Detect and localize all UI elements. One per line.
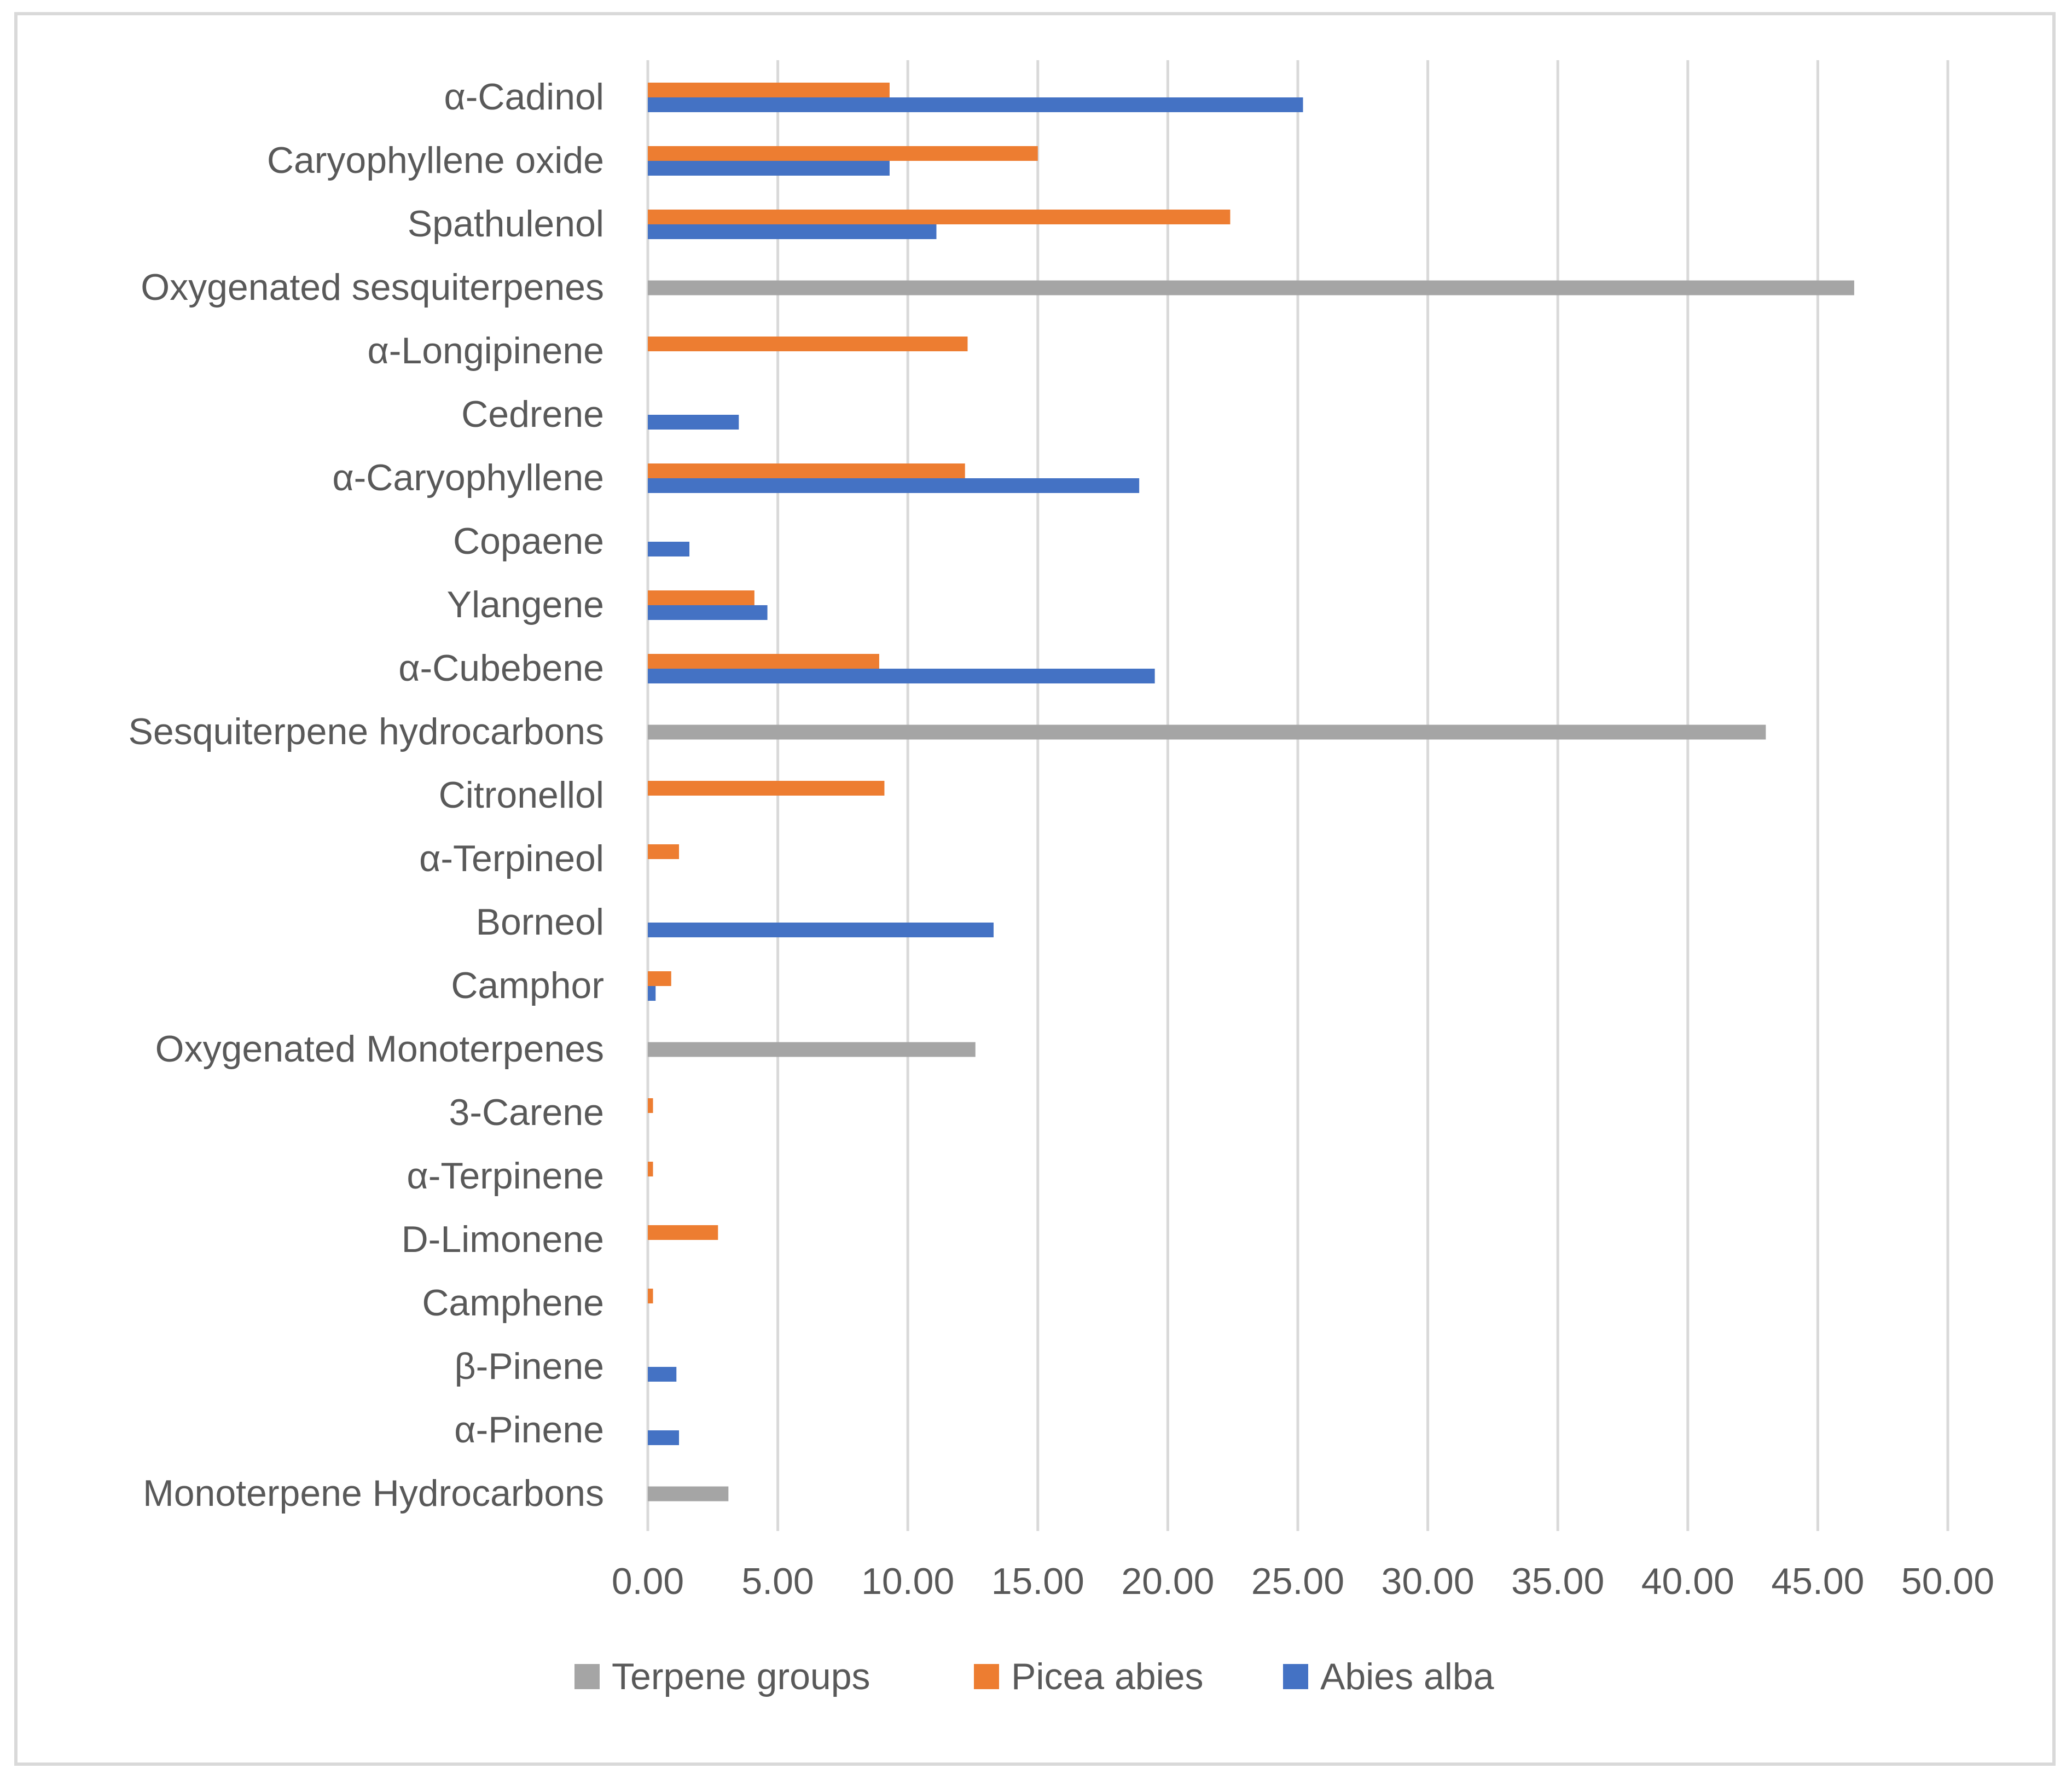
category-label-borneol: Borneol bbox=[476, 901, 604, 943]
legend-label-picea-abies: Picea abies bbox=[1011, 1656, 1204, 1697]
legend-label-abies-alba: Abies alba bbox=[1320, 1656, 1494, 1697]
bar-picea-abies-camphene bbox=[648, 1289, 653, 1303]
category-label-d-limonene: D-Limonene bbox=[402, 1219, 604, 1260]
bar-picea-abies-longipinene bbox=[648, 337, 968, 351]
bars bbox=[648, 83, 1854, 1501]
x-tick-label: 5.00 bbox=[741, 1561, 814, 1602]
bar-terpene-groups-oxygenated-sesquiterpenes bbox=[648, 280, 1854, 295]
x-tick-label: 20.00 bbox=[1121, 1561, 1214, 1602]
category-label-camphor: Camphor bbox=[451, 965, 604, 1006]
x-tick-label: 50.00 bbox=[1901, 1561, 1994, 1602]
category-label-longipinene: α-Longipinene bbox=[367, 330, 604, 372]
category-label-sesquiterpene-hydrocarbons: Sesquiterpene hydrocarbons bbox=[129, 711, 604, 752]
category-label-spathulenol: Spathulenol bbox=[408, 203, 604, 245]
bar-abies-alba-borneol bbox=[648, 923, 994, 937]
bar-abies-alba-cedrene bbox=[648, 415, 739, 430]
x-tick-label: 0.00 bbox=[612, 1561, 684, 1602]
bar-abies-alba-cubebene bbox=[648, 669, 1155, 683]
bar-picea-abies-spathulenol bbox=[648, 210, 1231, 224]
bar-picea-abies-ylangene bbox=[648, 590, 754, 605]
bar-abies-alba-camphor bbox=[648, 986, 656, 1001]
bar-terpene-groups-monoterpene-hydrocarbons bbox=[648, 1486, 729, 1501]
category-label-3-carene: 3-Carene bbox=[449, 1092, 605, 1133]
bar-abies-alba-cadinol bbox=[648, 97, 1303, 112]
bar-picea-abies-citronellol bbox=[648, 781, 885, 796]
bar-abies-alba-spathulenol bbox=[648, 224, 937, 239]
bar-abies-alba-pinene bbox=[648, 1430, 680, 1445]
x-tick-label: 25.00 bbox=[1251, 1561, 1344, 1602]
legend-swatch-terpene-groups bbox=[574, 1664, 600, 1689]
category-label-camphene: Camphene bbox=[422, 1282, 604, 1324]
chart-frame bbox=[14, 12, 2056, 1766]
category-label-terpineol: α-Terpineol bbox=[419, 838, 604, 879]
bar-picea-abies-cubebene bbox=[648, 654, 879, 669]
x-tick-label: 30.00 bbox=[1382, 1561, 1475, 1602]
bar-abies-alba-ylangene bbox=[648, 605, 768, 620]
x-tick-label: 15.00 bbox=[991, 1561, 1084, 1602]
bar-abies-alba-pinene bbox=[648, 1367, 677, 1382]
bar-picea-abies-d-limonene bbox=[648, 1225, 718, 1240]
category-label-copaene: Copaene bbox=[453, 520, 604, 562]
category-label-monoterpene-hydrocarbons: Monoterpene Hydrocarbons bbox=[143, 1472, 604, 1514]
x-tick-label: 45.00 bbox=[1771, 1561, 1864, 1602]
legend-label-terpene-groups: Terpene groups bbox=[612, 1656, 870, 1697]
category-label-caryophyllene-oxide: Caryophyllene oxide bbox=[267, 140, 604, 181]
bar-picea-abies-caryophyllene-oxide bbox=[648, 146, 1038, 161]
category-label-cadinol: α-Cadinol bbox=[444, 76, 604, 118]
category-label-pinene: β-Pinene bbox=[455, 1346, 605, 1387]
category-label-caryophyllene: α-Caryophyllene bbox=[332, 457, 604, 498]
bar-picea-abies-3-carene bbox=[648, 1098, 653, 1113]
bar-picea-abies-camphor bbox=[648, 971, 671, 986]
legend-swatch-picea-abies bbox=[974, 1664, 999, 1689]
x-tick-label: 40.00 bbox=[1641, 1561, 1734, 1602]
bar-abies-alba-copaene bbox=[648, 542, 690, 556]
category-labels: α-Cadinol Caryophyllene oxide Spathulenol O… bbox=[129, 76, 604, 1514]
bar-abies-alba-caryophyllene-oxide bbox=[648, 161, 890, 176]
bar-picea-abies-terpinene bbox=[648, 1162, 653, 1176]
category-label-cedrene: Cedrene bbox=[461, 393, 604, 435]
x-tick-label: 10.00 bbox=[861, 1561, 954, 1602]
gridlines bbox=[646, 60, 1949, 1531]
category-label-ylangene: Ylangene bbox=[447, 584, 604, 625]
bar-picea-abies-terpineol bbox=[648, 844, 680, 859]
bar-picea-abies-cadinol bbox=[648, 83, 890, 97]
category-label-oxygenated-sesquiterpenes: Oxygenated sesquiterpenes bbox=[141, 266, 604, 308]
bar-picea-abies-caryophyllene bbox=[648, 463, 965, 478]
category-label-pinene: α-Pinene bbox=[454, 1409, 604, 1451]
bar-terpene-groups-sesquiterpene-hydrocarbons bbox=[648, 724, 1766, 740]
x-tick-label: 35.00 bbox=[1511, 1561, 1604, 1602]
category-label-cubebene: α-Cubebene bbox=[398, 647, 604, 689]
x-axis-tick-labels: 0.00 5.00 10.00 15.00 20.00 25.00 30.00 35.00 40… bbox=[612, 1561, 1994, 1602]
category-label-citronellol: Citronellol bbox=[439, 774, 604, 816]
legend: Terpene groups Picea abies Abies alba bbox=[574, 1656, 1494, 1697]
bar-abies-alba-caryophyllene bbox=[648, 478, 1140, 493]
legend-swatch-abies-alba bbox=[1283, 1664, 1308, 1689]
category-label-terpinene: α-Terpinene bbox=[407, 1155, 604, 1197]
bar-terpene-groups-oxygenated-monoterpenes bbox=[648, 1042, 976, 1057]
category-label-oxygenated-monoterpenes: Oxygenated Monoterpenes bbox=[155, 1028, 604, 1070]
